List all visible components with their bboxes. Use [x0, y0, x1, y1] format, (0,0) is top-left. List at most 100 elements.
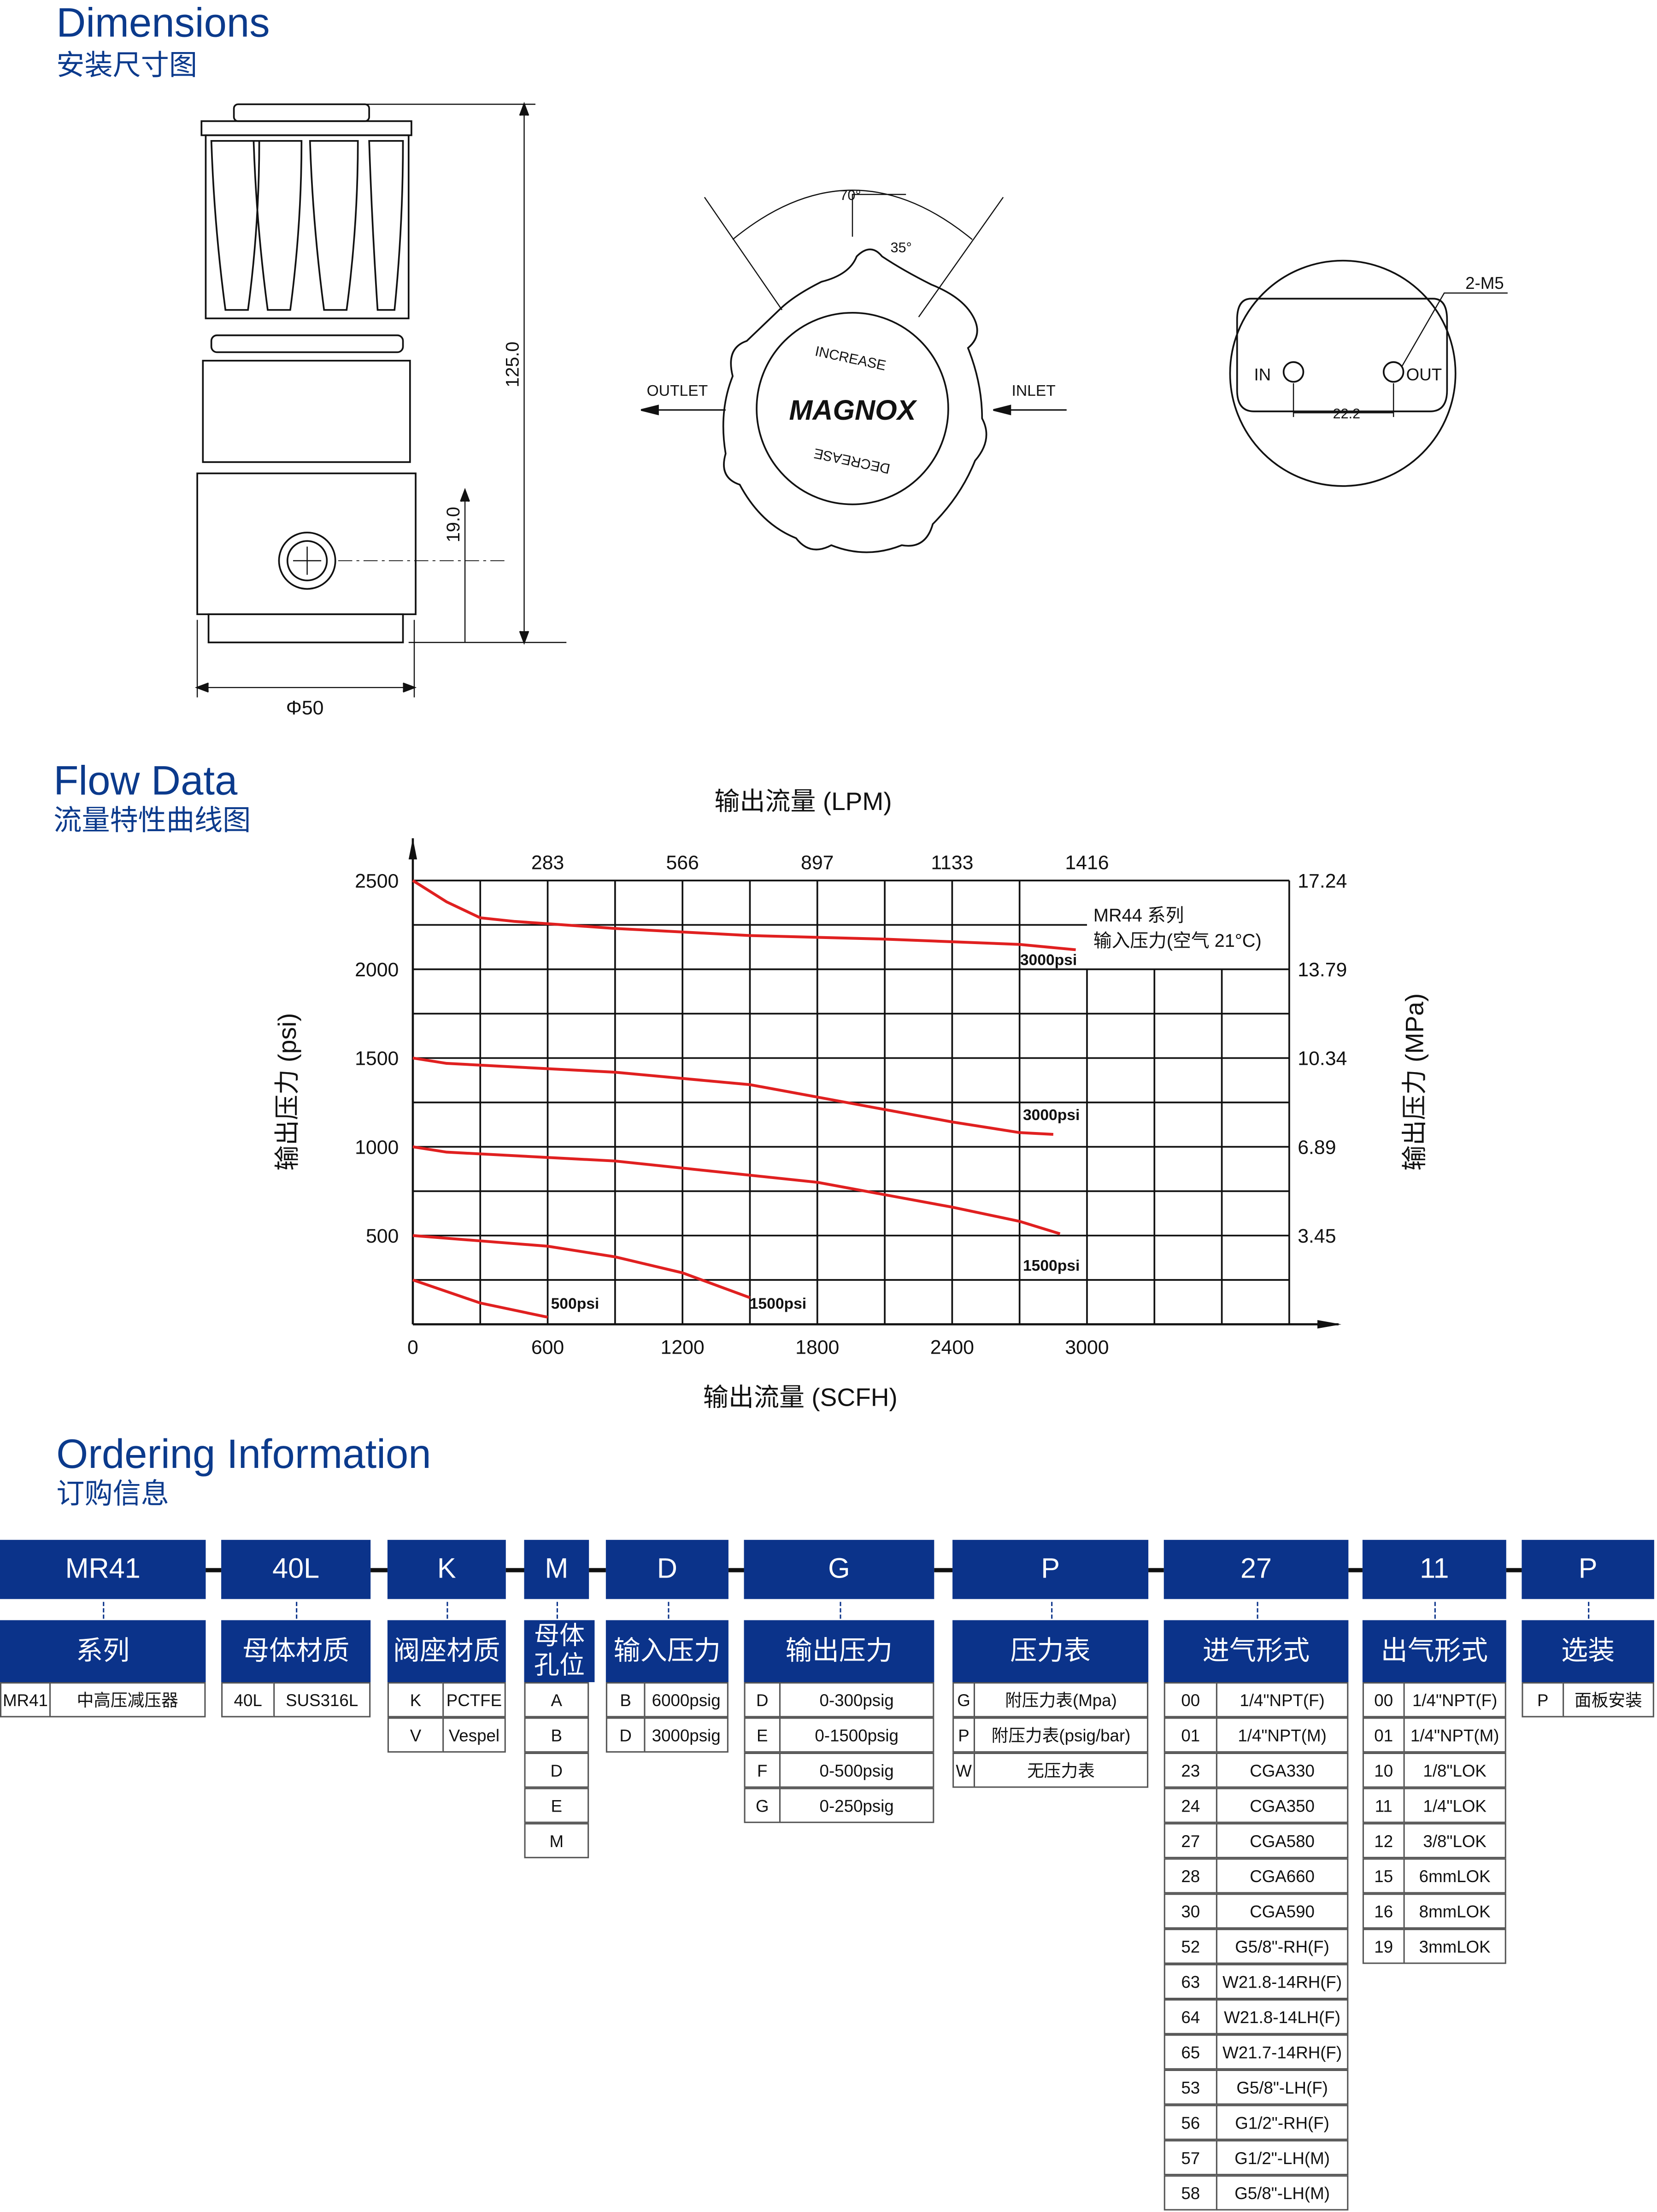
option-code-cell: E — [744, 1717, 781, 1753]
flow-title: Flow Data — [53, 759, 238, 805]
option-code-cell: 00 — [1362, 1682, 1405, 1718]
code-separator — [505, 1568, 524, 1572]
option-code-cell: 65 — [1163, 2034, 1217, 2070]
series-label: 500psi — [551, 1296, 599, 1313]
svg-text:OUT: OUT — [1406, 365, 1442, 384]
connector-dashed — [1588, 1602, 1590, 1619]
option-category-header: 出气形式 — [1362, 1620, 1506, 1683]
option-code-box: 27 — [1163, 1540, 1349, 1599]
svg-text:INLET: INLET — [1012, 382, 1056, 399]
code-separator — [934, 1568, 953, 1572]
option-code-box: G — [744, 1540, 934, 1599]
series-line — [412, 1279, 548, 1319]
option-code-cell: 23 — [1163, 1752, 1217, 1788]
x-tick-label: 0 — [407, 1337, 418, 1359]
option-code-box: P — [952, 1540, 1149, 1599]
code-separator — [206, 1568, 222, 1572]
height-dimension: 125.0 — [502, 341, 523, 387]
flow-chart: 0 600 1200 1800 2400 3000 283 566 897 1133 1416 500… — [273, 787, 1428, 1412]
option-description-cell: 6000psig — [644, 1682, 729, 1718]
connector-dashed — [1050, 1602, 1052, 1619]
option-description-cell: 1/4"NPT(F) — [1403, 1682, 1506, 1718]
code-separator — [728, 1568, 744, 1572]
series-line — [412, 1056, 1053, 1136]
option-description-cell: 6mmLOK — [1403, 1858, 1506, 1894]
chart-annotation: MR44 系列 — [1093, 905, 1184, 926]
option-description-cell: 1/8"LOK — [1403, 1752, 1506, 1788]
x-axis-label: 输出流量 (SCFH) — [703, 1383, 898, 1412]
option-code-cell: W — [952, 1752, 975, 1788]
dimensions-title: Dimensions — [56, 1, 270, 47]
x-tick-label: 1200 — [661, 1337, 705, 1359]
option-code-cell: B — [605, 1682, 646, 1718]
series-line — [412, 1234, 751, 1299]
option-description-cell: 无压力表 — [973, 1752, 1149, 1788]
option-description-cell: CGA350 — [1216, 1788, 1349, 1823]
x-tick-label: 3000 — [1065, 1337, 1109, 1359]
series-label: 1500psi — [1023, 1257, 1080, 1274]
option-category-header: 输出压力 — [744, 1620, 934, 1683]
option-code-cell: 15 — [1362, 1858, 1405, 1894]
x-tick-label: 2400 — [930, 1337, 974, 1359]
y2-tick-label: 10.34 — [1298, 1048, 1347, 1070]
option-code-box: 40L — [221, 1540, 371, 1599]
option-code-cell: 10 — [1362, 1752, 1405, 1788]
option-description-cell: CGA330 — [1216, 1752, 1349, 1788]
connector-dashed — [296, 1602, 298, 1619]
y-tick-label: 2000 — [355, 959, 399, 981]
option-description-cell: SUS316L — [273, 1682, 371, 1718]
brand-logo: MAGNOX — [789, 394, 917, 426]
port-height-dimension: 19.0 — [443, 507, 464, 542]
option-category-header: 选装 — [1522, 1620, 1654, 1683]
svg-text:35°: 35° — [891, 240, 912, 255]
option-description-cell: 1/4"NPT(F) — [1216, 1682, 1349, 1718]
x2-tick-label: 1416 — [1065, 852, 1109, 874]
option-description-cell: G5/8"-LH(M) — [1216, 2175, 1349, 2211]
ordering-subtitle: 订购信息 — [56, 1479, 169, 1510]
series-line — [412, 879, 1076, 951]
option-description-cell: G5/8"-RH(F) — [1216, 1929, 1349, 1964]
y-axis-label: 输出压力 (psi) — [273, 1013, 301, 1171]
option-description-cell: 8mmLOK — [1403, 1893, 1506, 1929]
y-tick-label: 2500 — [355, 870, 399, 892]
option-code-cell: F — [744, 1752, 781, 1788]
option-code-cell: MR41 — [0, 1682, 51, 1718]
option-description-cell: CGA590 — [1216, 1893, 1349, 1929]
series-label: 1500psi — [750, 1296, 806, 1313]
dimensions-subtitle: 安装尺寸图 — [56, 51, 198, 82]
option-code-cell: 30 — [1163, 1893, 1217, 1929]
option-code-cell: 24 — [1163, 1788, 1217, 1823]
option-row: D — [524, 1752, 589, 1788]
option-description-cell: 1/4"NPT(M) — [1403, 1717, 1506, 1753]
x2-tick-label: 897 — [801, 852, 834, 874]
series-label: 3000psi — [1020, 952, 1077, 969]
ordering-title: Ordering Information — [56, 1432, 431, 1478]
option-code-cell: 27 — [1163, 1823, 1217, 1859]
option-code-cell: 53 — [1163, 2069, 1217, 2105]
y2-tick-label: 3.45 — [1298, 1225, 1336, 1247]
connector-dashed — [667, 1602, 669, 1619]
option-code-cell: 12 — [1362, 1823, 1405, 1859]
series-line — [412, 1145, 1061, 1235]
y-tick-label: 1000 — [355, 1136, 399, 1158]
option-description-cell: W21.8-14LH(F) — [1216, 1999, 1349, 2035]
option-code-cell: D — [744, 1682, 781, 1718]
option-description-cell: 3000psig — [644, 1717, 729, 1753]
x2-tick-label: 283 — [531, 852, 564, 874]
option-row: A — [524, 1682, 589, 1718]
option-code-cell: 64 — [1163, 1999, 1217, 2035]
x2-axis-label: 输出流量 (LPM) — [714, 787, 892, 816]
option-category-header: 进气形式 — [1163, 1620, 1349, 1683]
y-axis-arrow — [408, 838, 417, 860]
option-code-box: K — [387, 1540, 506, 1599]
option-code-cell: K — [387, 1682, 444, 1718]
code-separator — [1506, 1568, 1522, 1572]
option-description-cell: G1/2"-LH(M) — [1216, 2140, 1349, 2176]
option-description-cell: 0-300psig — [779, 1682, 934, 1718]
option-description-cell: 1/4"LOK — [1403, 1788, 1506, 1823]
y-tick-label: 500 — [366, 1225, 399, 1247]
option-code-cell: P — [1522, 1682, 1564, 1718]
connector-dashed — [1256, 1602, 1258, 1619]
option-description-cell: 附压力表(Mpa) — [973, 1682, 1149, 1718]
option-code-cell: 16 — [1362, 1893, 1405, 1929]
